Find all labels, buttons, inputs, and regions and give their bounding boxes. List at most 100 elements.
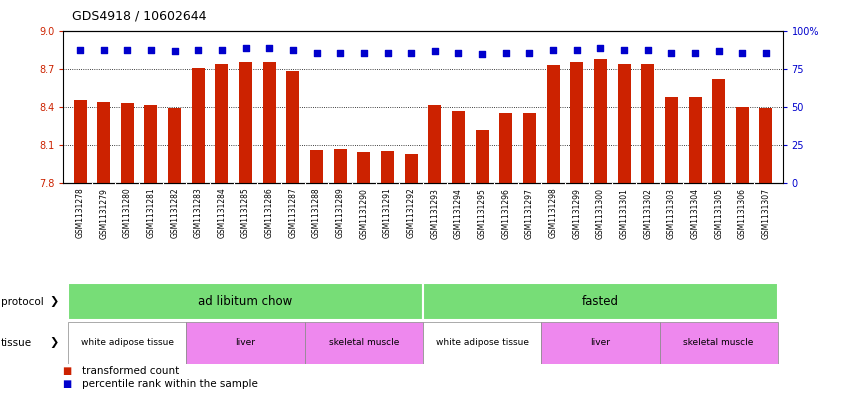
Text: GSM1131285: GSM1131285 <box>241 188 250 239</box>
Point <box>144 46 157 53</box>
Text: ❯: ❯ <box>49 338 58 348</box>
Text: ■: ■ <box>63 379 76 389</box>
Text: GSM1131292: GSM1131292 <box>407 188 415 239</box>
Text: GDS4918 / 10602644: GDS4918 / 10602644 <box>72 10 206 23</box>
Text: ■: ■ <box>63 366 76 376</box>
Bar <box>310 150 323 183</box>
Point <box>310 50 323 56</box>
Bar <box>760 108 772 183</box>
Text: liver: liver <box>591 338 611 347</box>
Bar <box>689 97 701 183</box>
Bar <box>333 149 347 183</box>
Point <box>215 46 228 53</box>
Bar <box>69 283 423 320</box>
Text: fasted: fasted <box>582 295 619 308</box>
Text: GSM1131289: GSM1131289 <box>336 188 344 239</box>
Text: tissue: tissue <box>1 338 32 348</box>
Text: GSM1131291: GSM1131291 <box>383 188 392 239</box>
Text: GSM1131281: GSM1131281 <box>146 188 156 238</box>
Text: GSM1131304: GSM1131304 <box>690 188 700 239</box>
Text: GSM1131298: GSM1131298 <box>548 188 558 239</box>
Bar <box>287 70 299 183</box>
Bar <box>665 97 678 183</box>
Bar <box>475 130 489 183</box>
Text: GSM1131295: GSM1131295 <box>478 188 486 239</box>
Point <box>168 48 181 54</box>
Point <box>641 46 655 53</box>
Text: GSM1131301: GSM1131301 <box>619 188 629 239</box>
Text: GSM1131294: GSM1131294 <box>454 188 463 239</box>
Text: GSM1131283: GSM1131283 <box>194 188 203 239</box>
Bar <box>121 103 134 183</box>
Text: GSM1131296: GSM1131296 <box>502 188 510 239</box>
Text: ❯: ❯ <box>49 296 58 307</box>
Point <box>428 48 442 54</box>
Point <box>499 50 513 56</box>
Bar <box>263 62 276 183</box>
Point <box>452 50 465 56</box>
Bar <box>423 322 541 364</box>
Bar <box>239 62 252 183</box>
Point <box>570 46 584 53</box>
Bar <box>712 79 725 183</box>
Bar <box>192 68 205 183</box>
Bar <box>404 154 418 183</box>
Bar <box>547 66 559 183</box>
Bar <box>186 322 305 364</box>
Point <box>759 50 772 56</box>
Bar <box>452 111 465 183</box>
Text: GSM1131299: GSM1131299 <box>572 188 581 239</box>
Point <box>381 50 394 56</box>
Text: GSM1131297: GSM1131297 <box>525 188 534 239</box>
Text: GSM1131288: GSM1131288 <box>312 188 321 238</box>
Text: liver: liver <box>235 338 255 347</box>
Point <box>262 45 276 51</box>
Point <box>618 46 631 53</box>
Text: white adipose tissue: white adipose tissue <box>81 338 173 347</box>
Point <box>523 50 536 56</box>
Bar <box>305 322 423 364</box>
Text: GSM1131293: GSM1131293 <box>431 188 439 239</box>
Text: GSM1131305: GSM1131305 <box>714 188 723 239</box>
Bar <box>357 152 371 183</box>
Bar <box>641 64 654 183</box>
Point <box>689 50 702 56</box>
Bar <box>736 107 749 183</box>
Bar <box>499 114 513 183</box>
Text: GSM1131302: GSM1131302 <box>643 188 652 239</box>
Bar <box>145 105 157 183</box>
Text: GSM1131300: GSM1131300 <box>596 188 605 239</box>
Point <box>239 45 252 51</box>
Bar <box>541 322 660 364</box>
Text: skeletal muscle: skeletal muscle <box>684 338 754 347</box>
Bar <box>660 322 777 364</box>
Text: transformed count: transformed count <box>82 366 179 376</box>
Bar <box>381 151 394 183</box>
Text: GSM1131286: GSM1131286 <box>265 188 274 239</box>
Text: percentile rank within the sample: percentile rank within the sample <box>82 379 258 389</box>
Bar <box>69 322 186 364</box>
Point <box>120 46 134 53</box>
Bar <box>168 108 181 183</box>
Text: GSM1131282: GSM1131282 <box>170 188 179 238</box>
Point <box>475 51 489 57</box>
Bar <box>74 99 86 183</box>
Bar <box>618 64 630 183</box>
Text: GSM1131287: GSM1131287 <box>288 188 298 239</box>
Text: GSM1131303: GSM1131303 <box>667 188 676 239</box>
Point <box>665 50 678 56</box>
Bar <box>523 114 536 183</box>
Text: GSM1131280: GSM1131280 <box>123 188 132 239</box>
Text: protocol: protocol <box>1 297 44 307</box>
Point <box>357 50 371 56</box>
Point <box>735 50 749 56</box>
Text: skeletal muscle: skeletal muscle <box>329 338 399 347</box>
Text: GSM1131278: GSM1131278 <box>75 188 85 239</box>
Bar <box>97 102 110 183</box>
Text: GSM1131284: GSM1131284 <box>217 188 227 239</box>
Text: GSM1131307: GSM1131307 <box>761 188 771 239</box>
Text: GSM1131279: GSM1131279 <box>99 188 108 239</box>
Bar <box>216 64 228 183</box>
Point <box>712 48 726 54</box>
Point <box>547 46 560 53</box>
